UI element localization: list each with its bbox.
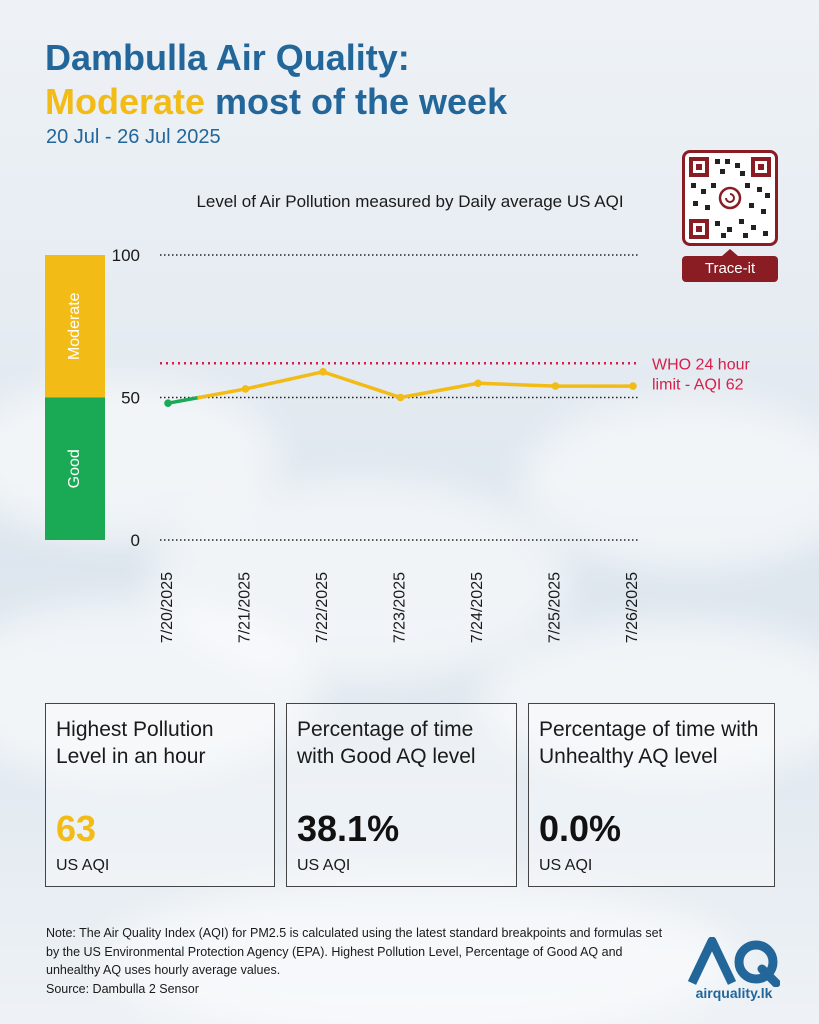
good-aq-card: Percentage of time with Good AQ level 38… — [286, 703, 517, 887]
aqi-line-chart: Good Moderate 0 50 100 WHO 24 hour limit - … — [45, 246, 750, 643]
date-range: 20 Jul - 26 Jul 2025 — [46, 126, 221, 148]
series-segment — [197, 387, 248, 400]
title-line-1: Dambulla Air Quality: — [45, 37, 410, 78]
methodology-note: Note: The Air Quality Index (AQI) for PM… — [46, 926, 663, 977]
band-moderate — [45, 255, 105, 398]
card-unit: US AQI — [539, 857, 593, 874]
card-value: 0.0% — [539, 808, 622, 849]
data-point — [241, 385, 250, 393]
x-tick-label: 7/21/2025 — [237, 572, 254, 643]
qr-code-icon[interactable] — [682, 150, 778, 246]
series-segment — [476, 381, 558, 388]
card-unit: US AQI — [56, 857, 110, 874]
logo-text: airquality.lk — [695, 985, 773, 1001]
unhealthy-aq-card: Percentage of time with Unhealthy AQ lev… — [528, 703, 775, 887]
page-title: Dambulla Air Quality: Moderate most of t… — [45, 36, 507, 124]
card-label: Percentage of time with Unhealthy AQ lev… — [539, 718, 759, 768]
band-good — [45, 397, 105, 540]
card-value: 63 — [56, 808, 97, 849]
data-point — [551, 382, 560, 390]
band-label: Good — [66, 449, 83, 488]
x-tick-label: 7/25/2025 — [547, 572, 564, 643]
who-limit-label-line1: WHO 24 hour — [652, 356, 750, 373]
card-label: Highest Pollution Level in an hour — [56, 718, 214, 768]
card-value: 38.1% — [297, 808, 400, 849]
data-source: Source: Dambulla 2 Sensor — [46, 981, 199, 996]
who-limit-label-line2: limit - AQI 62 — [652, 376, 744, 393]
data-point — [396, 393, 405, 402]
card-unit: US AQI — [297, 857, 351, 874]
data-point — [164, 399, 172, 408]
series-segment — [166, 395, 201, 405]
aq-logo-icon — [687, 936, 781, 988]
chart-title: Level of Air Pollution measured by Daily… — [196, 192, 624, 211]
series-segment — [243, 370, 325, 391]
card-label: Percentage of time with Good AQ level — [297, 718, 476, 768]
title-rest: most of the week — [205, 81, 508, 122]
trace-it-label[interactable]: Trace-it — [682, 249, 778, 282]
series-segment — [321, 370, 403, 400]
title-line-2: Moderate most of the week — [45, 80, 507, 124]
y-tick-label: 50 — [121, 389, 140, 408]
band-label: Moderate — [66, 292, 83, 360]
x-tick-label: 7/22/2025 — [314, 572, 331, 643]
y-tick-label: 0 — [131, 531, 140, 550]
title-highlight: Moderate — [45, 81, 206, 122]
x-tick-label: 7/20/2025 — [159, 572, 176, 643]
airquality-logo[interactable]: airquality.lk — [687, 936, 781, 1007]
data-point — [474, 379, 482, 388]
x-tick-label: 7/24/2025 — [469, 572, 486, 643]
data-point — [319, 368, 327, 376]
x-tick-label: 7/26/2025 — [624, 572, 641, 643]
trace-it-qr[interactable]: Trace-it — [682, 150, 778, 282]
data-point — [629, 382, 637, 390]
highest-pollution-card: Highest Pollution Level in an hour 63 US… — [45, 703, 275, 887]
footer-note: Note: The Air Quality Index (AQI) for PM… — [46, 924, 666, 998]
series-segment — [398, 381, 480, 400]
x-tick-label: 7/23/2025 — [392, 572, 409, 643]
y-tick-label: 100 — [112, 246, 140, 265]
